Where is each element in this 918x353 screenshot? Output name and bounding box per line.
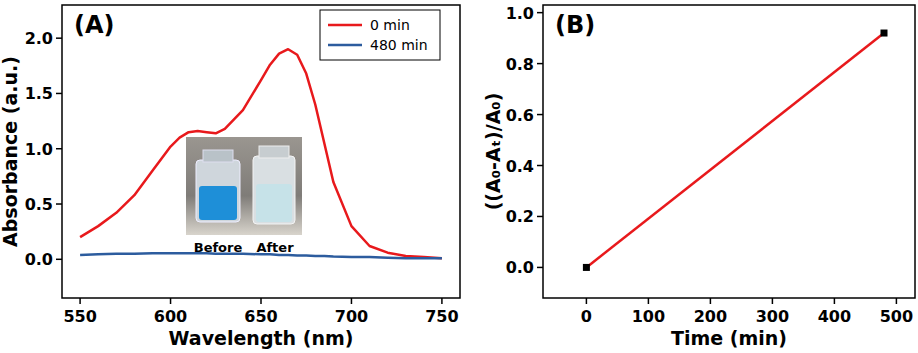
x-tick-label: 200 <box>694 307 727 326</box>
marker <box>583 264 590 271</box>
x-tick-label: 500 <box>880 307 913 326</box>
y-tick-label: 0.0 <box>25 250 53 269</box>
y-tick-label: 1.0 <box>25 140 53 159</box>
x-tick <box>710 298 712 304</box>
x-tick <box>896 298 898 304</box>
y-tick-label: 2.0 <box>25 29 53 48</box>
y-tick-label: 0.8 <box>506 55 534 74</box>
x-axis-title: Time (min) <box>671 327 787 349</box>
x-tick-label: 750 <box>425 307 458 326</box>
plot-area <box>80 49 442 258</box>
y-tick-label: 1.5 <box>25 84 53 103</box>
y-tick-label: 0.0 <box>506 258 534 277</box>
y-tick <box>537 216 543 218</box>
x-tick-label: 300 <box>756 307 789 326</box>
panel-0: 550 600 650 700 750 0.0 0.5 1.0 1.5 2.0 Wavelength… <box>0 5 460 349</box>
y-tick-label: 0.4 <box>506 157 534 176</box>
y-tick-label: 0.6 <box>506 106 534 125</box>
legend-label: 480 min <box>370 37 428 53</box>
inset-label: After <box>256 240 294 255</box>
y-axis-title: Absorbance (a.u.) <box>0 56 21 247</box>
x-axis-title: Wavelength (nm) <box>169 327 354 349</box>
y-tick <box>537 63 543 65</box>
y-tick-label: 0.5 <box>25 195 53 214</box>
series-line <box>80 49 442 258</box>
y-tick <box>537 267 543 269</box>
vial-neck <box>203 150 233 162</box>
inset-label: Before <box>194 240 243 255</box>
y-tick-label: 0.2 <box>506 207 534 226</box>
x-tick <box>260 298 262 304</box>
x-tick <box>170 298 172 304</box>
x-tick-label: 550 <box>63 307 96 326</box>
y-tick <box>56 259 62 261</box>
legend-box <box>320 10 440 60</box>
figure: 550 600 650 700 750 0.0 0.5 1.0 1.5 2.0 Wavelength… <box>0 0 918 353</box>
panel-label: (A) <box>74 11 115 39</box>
legend-swatch <box>328 24 362 27</box>
legend: 0 min 480 min <box>320 10 440 60</box>
x-tick <box>79 298 81 304</box>
plot-frame <box>62 5 460 298</box>
vial-liquid <box>256 184 292 222</box>
y-tick <box>56 203 62 205</box>
y-tick <box>537 12 543 14</box>
x-tick-label: 600 <box>154 307 187 326</box>
y-tick <box>537 165 543 167</box>
x-tick <box>441 298 443 304</box>
x-tick-label: 700 <box>335 307 368 326</box>
inset-photo: Before After <box>186 137 302 255</box>
y-tick <box>56 37 62 39</box>
vial-liquid <box>199 186 237 220</box>
plot-area <box>583 30 888 271</box>
x-tick <box>834 298 836 304</box>
legend-label: 0 min <box>370 17 410 33</box>
y-tick <box>56 148 62 150</box>
vial <box>253 156 295 224</box>
x-tick-label: 0 <box>581 307 592 326</box>
x-tick-label: 650 <box>244 307 277 326</box>
vial <box>196 160 240 222</box>
series-line <box>586 33 884 267</box>
plot-frame <box>543 5 915 298</box>
x-tick-label: 400 <box>818 307 851 326</box>
x-tick <box>586 298 588 304</box>
y-tick <box>537 114 543 116</box>
x-tick <box>351 298 353 304</box>
photo-bg <box>186 137 302 235</box>
marker <box>881 30 888 37</box>
y-tick <box>56 93 62 95</box>
x-tick <box>772 298 774 304</box>
panel-label: (B) <box>555 11 595 39</box>
x-tick-label: 100 <box>632 307 665 326</box>
y-tick-label: 1.0 <box>506 4 534 23</box>
panel-1: 0 100 200 300 400 500 0.0 0.2 0.4 0.6 0.8 1.0 Time (… <box>482 4 915 349</box>
legend-swatch <box>328 44 362 47</box>
vial-neck <box>259 146 289 158</box>
y-axis-title: ((A₀-Aₜ)/A₀) <box>482 93 504 211</box>
x-tick <box>648 298 650 304</box>
